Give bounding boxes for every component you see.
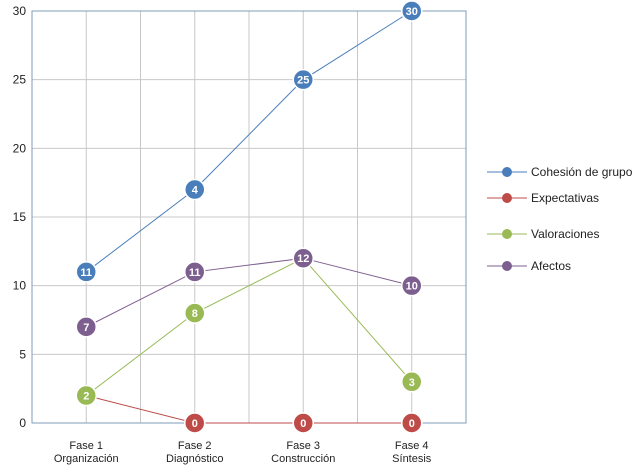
data-point bbox=[75, 261, 97, 283]
x-tick-label: Fase 1 bbox=[69, 440, 103, 452]
y-tick-label: 15 bbox=[13, 210, 27, 224]
legend-marker bbox=[502, 193, 512, 203]
x-tick-label: Construcción bbox=[271, 453, 335, 465]
data-point bbox=[184, 302, 206, 324]
data-label: 3 bbox=[409, 377, 415, 389]
series-line bbox=[86, 395, 412, 424]
data-point bbox=[184, 412, 206, 434]
legend: Cohesión de grupo Expectativas Valoracione… bbox=[487, 165, 633, 273]
y-tick-label: 20 bbox=[13, 141, 27, 155]
data-markers: 11 4 25 30 0 0 0 2 8 3 7 11 12 10 bbox=[75, 0, 423, 434]
data-point bbox=[292, 68, 314, 91]
legend-label: Cohesión de grupo bbox=[531, 165, 633, 179]
data-label: 4 bbox=[192, 185, 199, 197]
legend-marker bbox=[502, 261, 512, 271]
x-tick-label: Diagnóstico bbox=[166, 453, 223, 465]
data-point bbox=[184, 178, 206, 201]
y-tick-label: 25 bbox=[13, 73, 27, 87]
x-tick-label: Fase 4 bbox=[395, 440, 429, 452]
series-line bbox=[86, 257, 412, 328]
data-label: 30 bbox=[406, 6, 418, 18]
series-lines bbox=[85, 10, 413, 424]
data-label: 0 bbox=[409, 418, 415, 430]
legend-label: Valoraciones bbox=[531, 227, 599, 241]
data-label: 8 bbox=[192, 308, 198, 320]
grid-lines bbox=[32, 10, 466, 424]
data-point bbox=[184, 261, 206, 283]
y-axis-ticks: 0 5 10 15 20 25 30 bbox=[13, 4, 27, 430]
data-point bbox=[75, 316, 97, 338]
legend-label: Afectos bbox=[531, 259, 571, 273]
data-point bbox=[401, 0, 423, 22]
data-label: 0 bbox=[192, 418, 198, 430]
legend-label: Expectativas bbox=[531, 191, 599, 205]
data-label: 7 bbox=[83, 322, 89, 334]
x-tick-label: Síntesis bbox=[392, 453, 432, 465]
y-tick-label: 10 bbox=[13, 279, 27, 293]
data-point bbox=[292, 412, 314, 434]
data-point bbox=[401, 412, 423, 434]
y-tick-label: 30 bbox=[13, 4, 27, 18]
data-label: 25 bbox=[297, 75, 309, 87]
data-label: 11 bbox=[189, 267, 201, 279]
x-tick-label: Fase 3 bbox=[286, 440, 320, 452]
y-tick-label: 5 bbox=[19, 347, 26, 361]
data-label: 11 bbox=[80, 267, 92, 279]
data-point bbox=[75, 384, 97, 407]
series-line bbox=[85, 10, 413, 273]
data-label: 12 bbox=[297, 253, 309, 265]
data-point bbox=[292, 247, 314, 269]
y-tick-label: 0 bbox=[19, 416, 26, 430]
data-label: 2 bbox=[83, 391, 89, 403]
legend-marker bbox=[502, 167, 512, 177]
data-label: 10 bbox=[406, 281, 418, 293]
data-point bbox=[401, 274, 423, 297]
data-point bbox=[401, 371, 423, 393]
legend-marker bbox=[502, 229, 512, 239]
series-line bbox=[85, 257, 413, 396]
data-label: 0 bbox=[300, 418, 306, 430]
x-tick-label: Organización bbox=[54, 453, 119, 465]
x-tick-label: Fase 2 bbox=[178, 440, 212, 452]
